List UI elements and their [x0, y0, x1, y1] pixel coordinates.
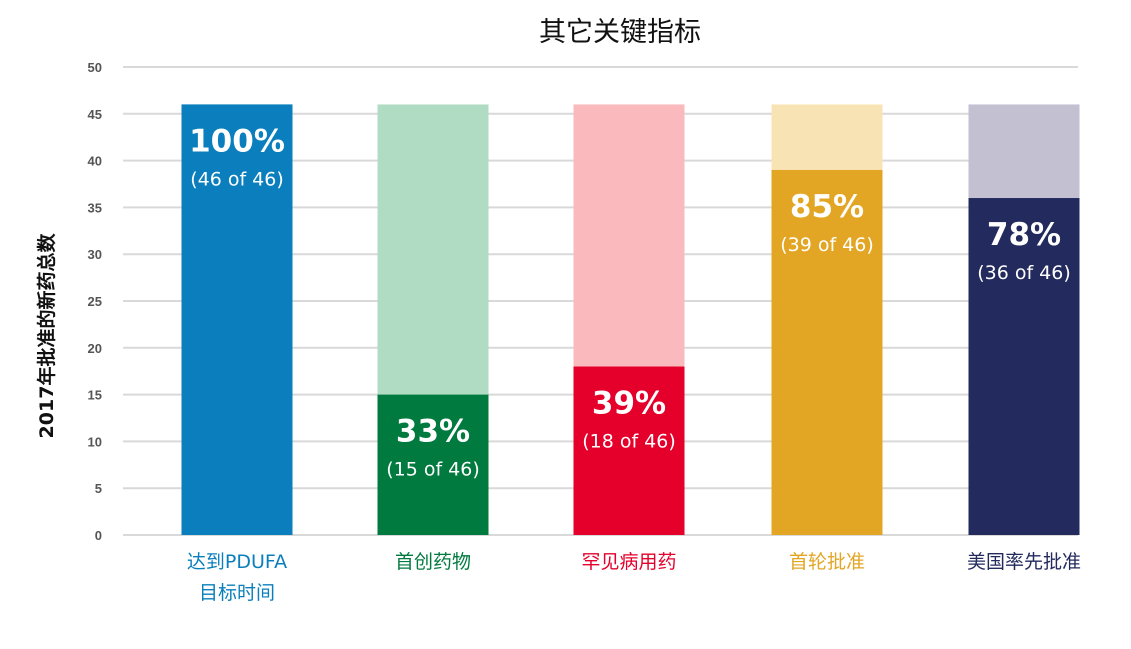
category-label: 罕见病用药 [581, 551, 676, 573]
count-label: (15 of 46) [386, 459, 480, 481]
y-tick-label: 20 [88, 341, 102, 356]
y-tick-label: 50 [88, 60, 102, 75]
y-axis-label: 2017年批准的新药总数 [35, 233, 58, 439]
percent-label: 78% [987, 217, 1061, 253]
bar-value [377, 394, 489, 535]
category-label: 美国率先批准 [967, 551, 1081, 573]
bar-value [181, 104, 293, 535]
y-axis-ticks: 0 5 10 15 20 25 30 35 40 45 50 [88, 60, 102, 543]
y-tick-label: 5 [95, 481, 102, 496]
y-tick-label: 0 [95, 528, 102, 543]
percent-label: 85% [790, 189, 864, 225]
count-label: (36 of 46) [977, 262, 1071, 284]
bar-value [573, 366, 685, 535]
data-labels: 100% (46 of 46) 33% (15 of 46) 39% (18 of 46)… [189, 123, 1071, 480]
percent-label: 100% [189, 123, 285, 159]
y-tick-label: 25 [88, 294, 102, 309]
chart-title: 其它关键指标 [539, 17, 701, 48]
percent-label: 39% [592, 386, 666, 422]
y-tick-label: 45 [88, 107, 102, 122]
y-tick-label: 10 [88, 434, 102, 449]
category-label: 首创药物 [395, 551, 471, 573]
category-label: 达到PDUFA [187, 551, 287, 573]
percent-label: 33% [396, 414, 470, 450]
category-labels: 达到PDUFA 目标时间 首创药物 罕见病用药 首轮批准 美国率先批准 [187, 551, 1081, 604]
bar-value [968, 198, 1080, 536]
count-label: (39 of 46) [780, 234, 874, 256]
category-label: 目标时间 [199, 582, 275, 604]
y-tick-label: 15 [88, 388, 102, 403]
y-tick-label: 40 [88, 154, 102, 169]
bars [181, 104, 1080, 536]
count-label: (18 of 46) [582, 431, 676, 453]
bar-value [771, 169, 883, 535]
category-label: 首轮批准 [789, 551, 865, 573]
y-tick-label: 35 [88, 200, 102, 215]
count-label: (46 of 46) [190, 168, 284, 190]
y-tick-label: 30 [88, 247, 102, 262]
